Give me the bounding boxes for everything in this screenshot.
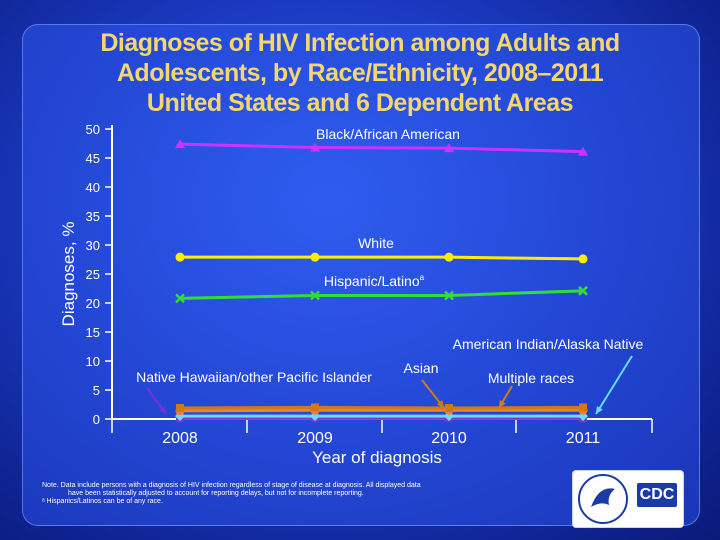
series-label-4: Asian	[403, 360, 438, 376]
asian-arrow	[421, 379, 445, 409]
hhs-eagle-icon	[578, 474, 628, 524]
y-tick-label: 20	[86, 296, 100, 311]
y-tick-label: 45	[86, 151, 100, 166]
y-tick-label: 30	[86, 238, 100, 253]
chart-title-line-2: Adolescents, by Race/Ethnicity, 2008–201…	[116, 59, 604, 87]
series-line-2	[179, 289, 584, 300]
data-point-0-0	[175, 139, 185, 149]
data-point-4-3	[579, 403, 587, 412]
series-line-1	[180, 255, 584, 261]
data-point-4-2	[445, 403, 453, 412]
data-point-1-1	[310, 252, 320, 262]
series-label-0: Black/African American	[316, 126, 460, 142]
y-tick-label: 25	[86, 267, 100, 282]
data-point-1-2	[444, 252, 454, 262]
y-tick-label: 40	[86, 180, 100, 195]
y-tick-label: 10	[86, 354, 100, 369]
y-tick-label: 50	[86, 122, 100, 137]
american-indian-arrow	[595, 355, 633, 415]
data-point-4-1	[311, 403, 319, 412]
cdc-logo-text: CDC	[637, 483, 677, 507]
y-axis-label: Diagnoses, %	[59, 222, 78, 327]
data-point-4-0	[176, 403, 184, 412]
multiple-races-arrow	[498, 385, 513, 409]
data-point-2-0	[175, 293, 185, 304]
chart-title-line-3: United States and 6 Dependent Areas	[146, 89, 574, 117]
x-tick-label: 2008	[162, 430, 198, 447]
series-label-1: White	[358, 235, 394, 251]
series-line-4	[179, 405, 584, 410]
data-point-0-1	[310, 142, 320, 152]
content-panel	[22, 24, 700, 526]
y-tick-label: 15	[86, 325, 100, 340]
nhopi-arrow	[146, 387, 167, 415]
data-point-2-3	[578, 285, 588, 296]
x-tick-label: 2011	[566, 430, 601, 447]
data-point-1-3	[578, 254, 588, 264]
series-label-3: American Indian/Alaska Native	[453, 336, 644, 352]
chart-title-line-1: Diagnoses of HIV Infection among Adults …	[100, 29, 620, 57]
y-tick-label: 5	[93, 383, 100, 398]
series-label-6: Native Hawaiian/other Pacific Islander	[136, 369, 372, 385]
x-tick-label: 2010	[431, 430, 467, 447]
data-point-2-2	[444, 290, 454, 301]
note-line-2: have been statistically adjusted to acco…	[68, 490, 364, 497]
x-tick-label: 2009	[297, 430, 333, 447]
x-axis-label: Year of diagnosis	[312, 448, 442, 467]
y-tick-label: 35	[86, 209, 100, 224]
series-line-0	[179, 142, 584, 154]
data-point-2-1	[310, 290, 320, 301]
y-tick-label: 0	[93, 412, 100, 427]
series-label-2: Hispanic/Latinoa	[324, 273, 425, 289]
series-line-5	[179, 408, 583, 413]
data-point-0-2	[444, 143, 454, 153]
note-line-3: ᵃ Hispanics/Latinos can be of any race.	[42, 498, 163, 505]
cdc-logo: CDC	[572, 470, 684, 528]
series-label-5: Multiple races	[488, 370, 574, 386]
data-point-0-3	[578, 146, 588, 156]
data-point-1-0	[175, 252, 185, 262]
note-line-1: Note. Data include persons with a diagno…	[42, 482, 421, 489]
